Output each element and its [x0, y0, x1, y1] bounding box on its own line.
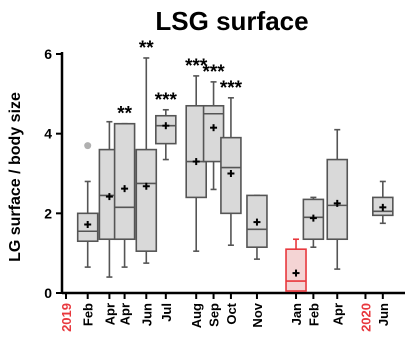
chart-title: LSG surface	[155, 6, 308, 36]
box-group	[76, 142, 99, 268]
x-tick-label: Jan	[289, 303, 304, 325]
x-tick-label: Feb	[306, 303, 321, 326]
box	[113, 122, 136, 241]
box-group: ***	[202, 62, 225, 191]
x-tick-label: Apr	[102, 303, 117, 325]
box	[135, 148, 158, 252]
x-tick-label: Jul	[159, 303, 174, 322]
y-tick-label: 4	[44, 126, 52, 142]
box-group	[372, 180, 394, 225]
y-axis: 0 2 4 6	[44, 46, 64, 301]
x-tick-label: Nov	[250, 302, 265, 327]
significance-label: ***	[185, 56, 208, 77]
y-tick-label: 2	[44, 205, 52, 221]
x-tick-label: Sep	[207, 303, 222, 327]
box-group	[302, 196, 325, 248]
x-tick-label: Oct	[224, 302, 239, 324]
box	[155, 114, 177, 145]
y-tick-label: 0	[44, 285, 52, 301]
box-group	[246, 194, 268, 260]
x-tick-label: Aug	[189, 303, 204, 328]
significance-label: ***	[155, 90, 178, 111]
box-group: **	[135, 38, 158, 264]
box-group: ***	[185, 56, 208, 252]
significance-label: ***	[220, 78, 243, 99]
significance-label: **	[117, 104, 132, 125]
x-tick-label: Jun	[139, 303, 154, 326]
x-tick-label: Apr	[118, 303, 133, 325]
box	[202, 104, 225, 163]
box	[326, 158, 349, 241]
y-axis-label: LG surface / body size	[7, 92, 24, 262]
year-label: 2019	[59, 303, 74, 332]
significance-label: **	[139, 38, 154, 59]
outlier-point	[84, 142, 92, 150]
y-tick-label: 6	[44, 46, 52, 62]
x-tick-labels: Feb Apr Apr Jun Jul Aug Sep Oct Nov Jan Feb Apr Jun2…	[59, 293, 391, 332]
box-group: **	[113, 104, 136, 268]
box-group: ***	[220, 78, 243, 246]
box-series: ****************	[76, 38, 394, 292]
year-label: 2020	[358, 303, 373, 332]
x-tick-label: Jun	[376, 303, 391, 326]
x-tick-label: Apr	[330, 303, 345, 325]
x-tick-label: Feb	[81, 303, 96, 326]
significance-label: ***	[202, 62, 225, 83]
box-group	[326, 128, 349, 270]
box-group: ***	[155, 90, 178, 161]
box-group	[285, 238, 307, 292]
